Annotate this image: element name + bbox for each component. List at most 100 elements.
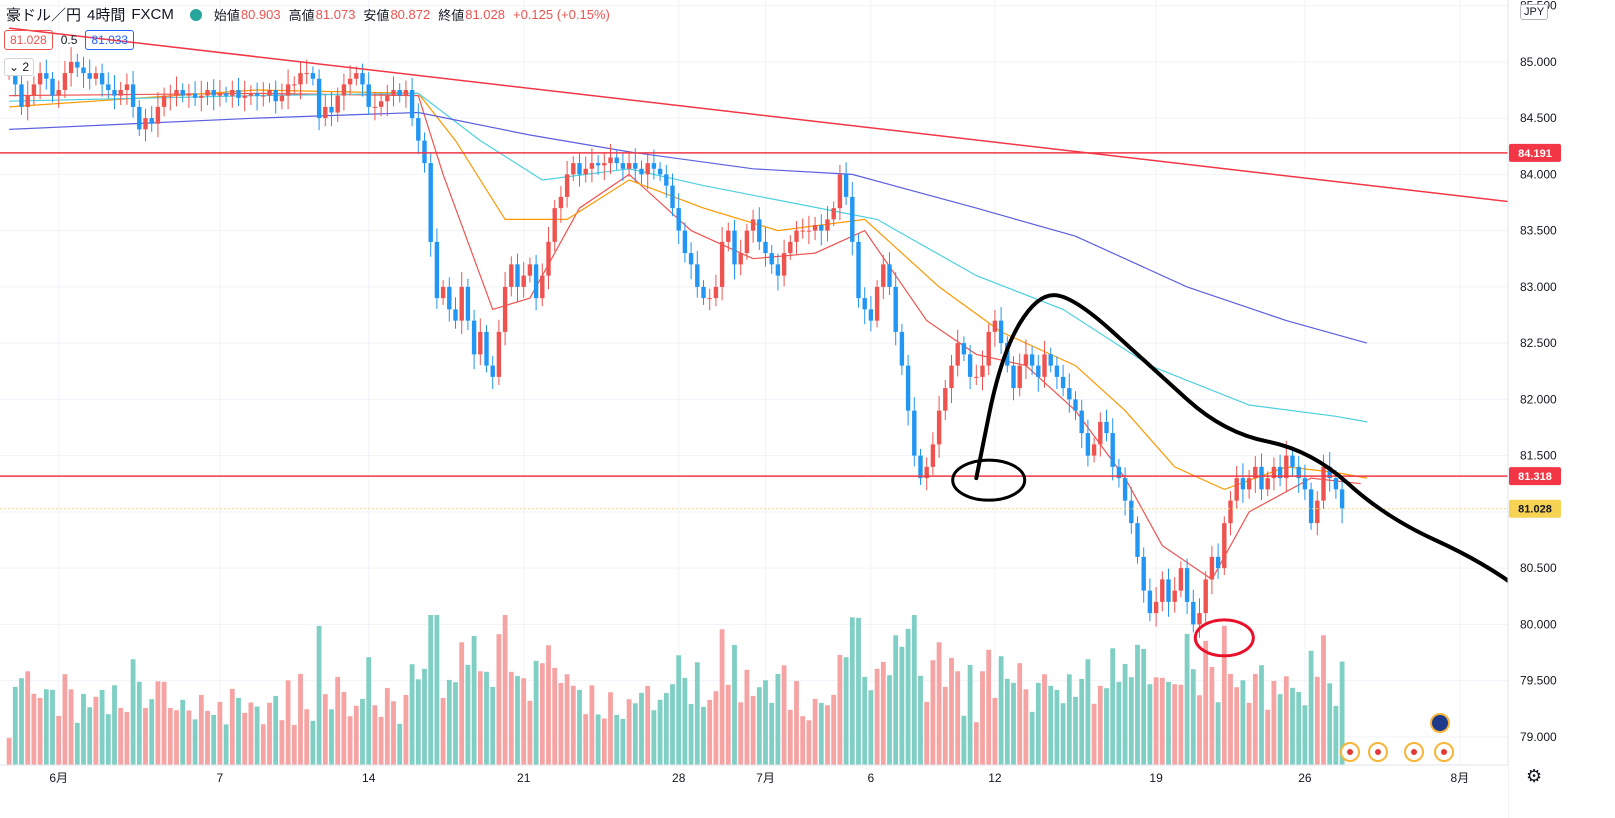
- volume-bar: [68, 689, 74, 765]
- candle-body: [905, 365, 911, 411]
- price-axis[interactable]: 85.50085.00084.50084.00083.50083.00082.5…: [1507, 0, 1615, 818]
- volume-bar: [490, 686, 496, 765]
- volume-bar: [484, 671, 489, 765]
- volume-bar: [905, 628, 911, 765]
- candle-body: [571, 163, 576, 175]
- time-tick-label: 14: [362, 771, 376, 785]
- change-value: +0.125 (+0.15%): [512, 7, 610, 22]
- candle-body: [974, 376, 979, 378]
- volume-bar: [589, 685, 595, 765]
- volume-bar: [1104, 688, 1109, 765]
- candle-body: [1160, 579, 1165, 602]
- sell-button[interactable]: 81.028: [4, 30, 53, 50]
- volume-bar: [961, 715, 967, 765]
- event-marker-dot: [1375, 749, 1381, 755]
- volume-bar: [738, 702, 744, 765]
- volume-bar: [161, 681, 167, 765]
- volume-bar: [167, 707, 173, 765]
- volume-bar: [1004, 678, 1010, 765]
- volume-bar: [626, 699, 632, 765]
- volume-bar: [874, 668, 880, 765]
- volume-bar: [676, 655, 682, 765]
- volume-bar: [1048, 685, 1054, 765]
- currency-button[interactable]: JPY: [1520, 4, 1549, 20]
- candle-body: [707, 298, 712, 300]
- price-tick-label: 80.000: [1520, 617, 1557, 631]
- volume-bar: [527, 700, 533, 765]
- candle-body: [19, 84, 24, 107]
- candle-body: [533, 264, 539, 299]
- candle-body: [1290, 455, 1295, 467]
- candle-body: [1122, 478, 1128, 501]
- volume-bar: [595, 714, 601, 765]
- volume-bar: [378, 716, 384, 765]
- candle-body: [738, 253, 743, 265]
- gear-icon[interactable]: ⚙: [1526, 766, 1543, 786]
- volume-bar: [967, 664, 973, 765]
- volume-bar: [998, 656, 1004, 765]
- candle-body: [471, 320, 477, 355]
- candle-body: [936, 410, 942, 445]
- volume-bar: [775, 673, 781, 765]
- candle-body: [775, 264, 781, 276]
- candle-body: [298, 73, 303, 85]
- drawings[interactable]: [951, 293, 1562, 658]
- candle-body: [1333, 478, 1339, 490]
- candle-body: [1222, 523, 1227, 569]
- event-markers[interactable]: [1340, 713, 1454, 762]
- candle-body: [806, 230, 812, 232]
- time-axis-bg: [0, 765, 1508, 818]
- candle-body: [1308, 489, 1314, 524]
- time-tick-label: 28: [672, 771, 686, 785]
- candle-body: [1060, 376, 1066, 389]
- volume-bar: [911, 615, 917, 765]
- horizontal-levels[interactable]: 84.191 81.318 81.028: [0, 0, 1561, 518]
- candle-body: [199, 95, 204, 98]
- symbol-name[interactable]: 豪ドル／円: [6, 7, 82, 24]
- candle-body: [1172, 590, 1177, 602]
- interval-label[interactable]: 4時間: [87, 7, 126, 24]
- volume-bar: [1184, 633, 1190, 765]
- volume-bar: [1321, 635, 1326, 765]
- volume-bar: [1302, 705, 1308, 765]
- event-marker-dot: [1441, 749, 1447, 755]
- event-marker-dot: [1347, 749, 1353, 755]
- volume-bar: [1339, 661, 1345, 765]
- volume-bar: [211, 714, 217, 765]
- volume-bar: [242, 712, 248, 765]
- candle-body: [372, 106, 378, 108]
- candle-body: [143, 118, 148, 130]
- volume-bar: [1277, 694, 1283, 765]
- buy-button[interactable]: 81.033: [85, 30, 135, 50]
- indicators-toggle[interactable]: ⌄ 2: [4, 58, 35, 76]
- volume-bar: [223, 724, 229, 765]
- candle-body: [13, 73, 18, 85]
- candle-body: [465, 286, 471, 321]
- volume-bar: [539, 663, 545, 765]
- candle-body: [1011, 365, 1016, 389]
- volume-bar: [149, 699, 155, 765]
- candle-body: [769, 253, 774, 265]
- candle-body: [527, 264, 533, 276]
- volume-bar: [1215, 702, 1221, 765]
- volume-bar: [1060, 703, 1066, 765]
- candle-body: [719, 241, 725, 287]
- time-axis[interactable]: 6月 7 14 21 28 7月 6 12 19 26 8月: [0, 764, 1508, 818]
- volume-bar: [1296, 691, 1302, 765]
- volume-bar: [682, 677, 688, 765]
- candle-body: [682, 230, 688, 254]
- candle-body: [1296, 466, 1301, 479]
- volume-bar: [1333, 705, 1339, 765]
- candle-body: [87, 73, 92, 79]
- candle-body: [341, 84, 347, 96]
- time-tick-label: 21: [517, 771, 531, 785]
- volume-bar: [1259, 665, 1264, 765]
- candle-body: [757, 219, 762, 242]
- time-tick-label: 7: [217, 771, 224, 785]
- candle-body: [620, 163, 626, 169]
- trendline[interactable]: [9, 27, 1566, 209]
- circle-drawing: [951, 458, 1027, 502]
- candle-body: [310, 73, 316, 79]
- candle-body: [93, 73, 99, 79]
